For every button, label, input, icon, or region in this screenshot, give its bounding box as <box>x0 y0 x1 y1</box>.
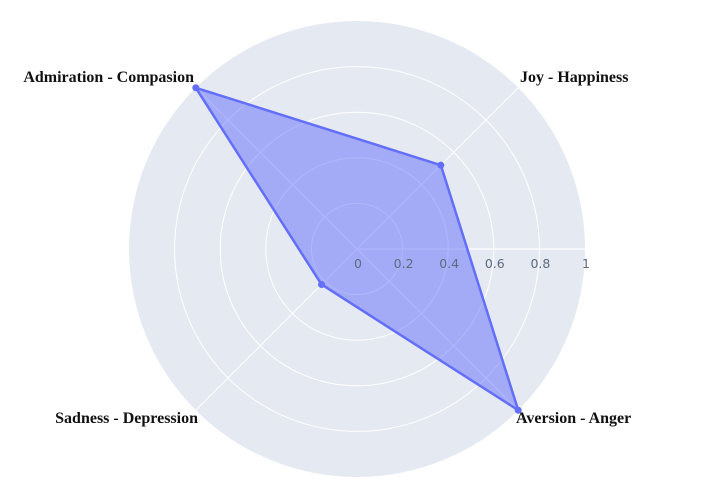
axis-labels: Joy - Happiness Admiration - Compasion S… <box>23 69 631 427</box>
data-point <box>318 280 326 288</box>
axis-label-admiration-compasion: Admiration - Compasion <box>23 69 194 86</box>
axis-label-sadness-depression: Sadness - Depression <box>55 410 198 427</box>
tick-label: 0.2 <box>394 256 414 271</box>
data-point <box>437 161 445 169</box>
data-point <box>514 406 522 414</box>
axis-label-aversion-anger: Aversion - Anger <box>516 410 631 427</box>
tick-label: 0 <box>354 256 362 271</box>
tick-label: 0.4 <box>439 256 459 271</box>
tick-label: 1 <box>582 256 590 271</box>
tick-label: 0.6 <box>485 256 505 271</box>
data-point <box>192 84 200 92</box>
axis-label-joy-happiness: Joy - Happiness <box>520 69 628 86</box>
tick-label: 0.8 <box>530 256 550 271</box>
data-series <box>192 84 522 414</box>
radial-ticks: 0 0.2 0.4 0.6 0.8 1 <box>354 256 590 271</box>
